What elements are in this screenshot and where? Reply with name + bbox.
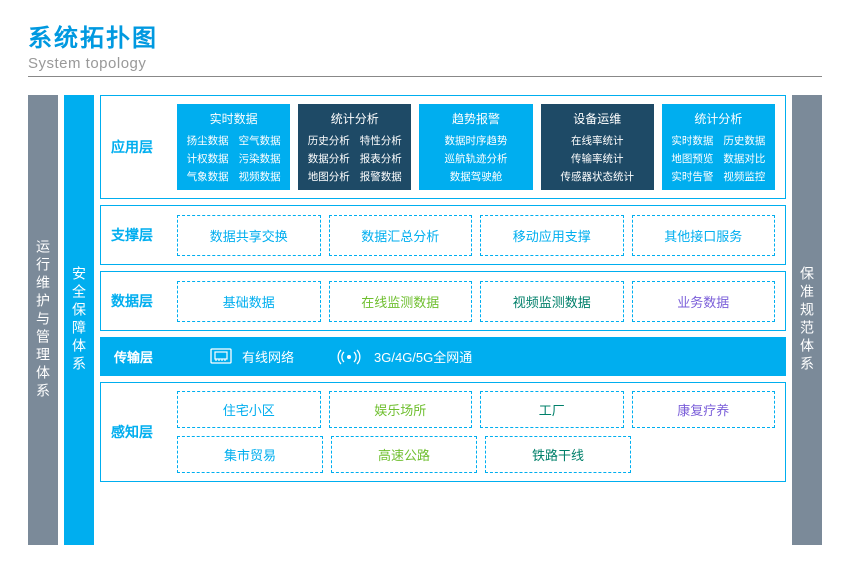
layer-data-label: 数据层 [111,291,167,311]
sidebar-standards-label: 保准规范体系 [797,266,817,374]
app-card-item: 传输率统计 [560,151,634,166]
pill-box: 视频监测数据 [480,281,624,322]
sidebar-ops: 运行维护与管理体系 [28,95,58,545]
app-card-item: 在线率统计 [560,133,634,148]
pill-box: 康复疗养 [632,391,776,428]
wireless-icon [334,348,364,366]
title-underline [28,76,822,77]
pill-box: 娱乐场所 [329,391,473,428]
app-card-item: 巡航轨迹分析 [445,151,508,166]
transport-wireless: 3G/4G/5G全网通 [334,347,472,366]
app-card-title: 设备运维 [573,110,621,127]
app-card-item: 污染数据 [239,151,281,166]
app-card-item: 传感器状态统计 [560,169,634,184]
app-card: 统计分析历史分析特性分析数据分析报表分析地图分析报警数据 [298,104,411,190]
app-card-item: 实时数据 [671,133,713,148]
app-card-title: 趋势报警 [452,110,500,127]
pill-box: 移动应用支撑 [480,215,624,256]
pill-box: 业务数据 [632,281,776,322]
app-card-title: 统计分析 [694,110,742,127]
app-card-item: 视频监控 [723,169,765,184]
sidebar-security: 安全保障体系 [64,95,94,545]
layer-perception: 感知层 住宅小区娱乐场所工厂康复疗养集市贸易高速公路铁路干线 [100,382,786,482]
app-card-item: 特性分析 [360,133,402,148]
app-card-item: 实时告警 [671,169,713,184]
layer-data: 数据层 基础数据在线监测数据视频监测数据业务数据 [100,271,786,331]
app-card-item: 地图分析 [308,169,350,184]
pill-box: 铁路干线 [485,436,631,473]
topology-diagram: 运行维护与管理体系 安全保障体系 应用层 实时数据扬尘数据空气数据计权数据污染数… [28,95,822,545]
perception-row: 住宅小区娱乐场所工厂康复疗养 [177,391,775,428]
pill-box: 数据共享交换 [177,215,321,256]
app-card-item: 地图预览 [671,151,713,166]
ethernet-icon [210,348,232,366]
transport-wireless-label: 3G/4G/5G全网通 [374,347,472,366]
sidebar-standards: 保准规范体系 [792,95,822,545]
app-card-item: 历史分析 [308,133,350,148]
layer-transport-label: 传输层 [114,347,170,366]
layer-app-label: 应用层 [111,137,167,157]
app-card-item: 数据时序趋势 [445,133,508,148]
app-card-item: 报表分析 [360,151,402,166]
page-title-en: System topology [28,55,822,72]
layer-app: 应用层 实时数据扬尘数据空气数据计权数据污染数据气象数据视频数据统计分析历史分析… [100,95,786,199]
sidebar-ops-label: 运行维护与管理体系 [33,239,53,401]
pill-box: 高速公路 [331,436,477,473]
app-card-item: 计权数据 [187,151,229,166]
app-card-item: 报警数据 [360,169,402,184]
app-card: 实时数据扬尘数据空气数据计权数据污染数据气象数据视频数据 [177,104,290,190]
center-layers: 应用层 实时数据扬尘数据空气数据计权数据污染数据气象数据视频数据统计分析历史分析… [100,95,786,545]
layer-perception-label: 感知层 [111,422,167,442]
layer-support: 支撑层 数据共享交换数据汇总分析移动应用支撑其他接口服务 [100,205,786,265]
pill-box: 集市贸易 [177,436,323,473]
pill-box: 基础数据 [177,281,321,322]
sidebar-security-label: 安全保障体系 [69,266,89,374]
perception-row: 集市贸易高速公路铁路干线 [177,436,775,473]
app-card-item: 数据分析 [308,151,350,166]
pill-box: 其他接口服务 [632,215,776,256]
app-card-item: 数据驾驶舱 [445,169,508,184]
pill-box: 工厂 [480,391,624,428]
app-card-item: 历史数据 [723,133,765,148]
pill-box: 数据汇总分析 [329,215,473,256]
transport-wired-label: 有线网络 [242,347,294,366]
layer-transport: 传输层 有线网络 3G/4G/5G全网通 [100,337,786,376]
pill-box: 在线监测数据 [329,281,473,322]
layer-support-label: 支撑层 [111,225,167,245]
app-card: 统计分析实时数据历史数据地图预览数据对比实时告警视频监控 [662,104,775,190]
app-card-title: 统计分析 [331,110,379,127]
app-card-item: 扬尘数据 [187,133,229,148]
app-card-item: 空气数据 [239,133,281,148]
app-card: 趋势报警数据时序趋势巡航轨迹分析数据驾驶舱 [419,104,532,190]
page-title-cn: 系统拓扑图 [28,18,822,53]
app-card-item: 视频数据 [239,169,281,184]
app-card: 设备运维在线率统计传输率统计传感器状态统计 [541,104,654,190]
app-card-item: 气象数据 [187,169,229,184]
transport-wired: 有线网络 [210,347,294,366]
app-card-item: 数据对比 [723,151,765,166]
app-card-title: 实时数据 [210,110,258,127]
pill-box: 住宅小区 [177,391,321,428]
